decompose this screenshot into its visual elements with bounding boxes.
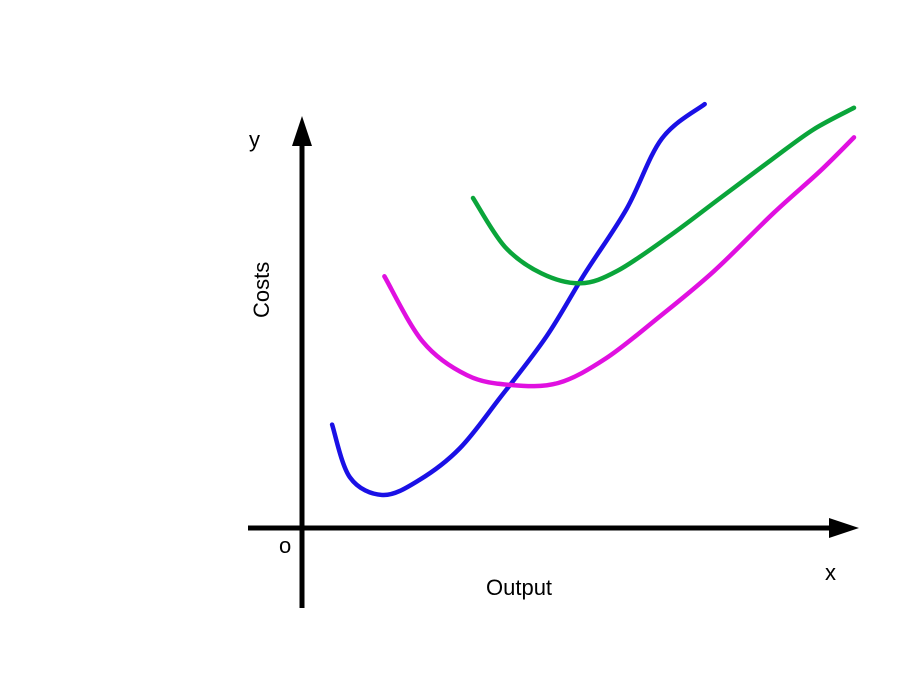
series-line-1 <box>329 101 707 498</box>
series-line-3 <box>470 105 857 286</box>
series-line-2 <box>382 135 857 389</box>
y-axis-title: Costs <box>249 262 274 318</box>
origin-label: o <box>279 533 291 558</box>
x-axis-letter: x <box>825 560 836 585</box>
x-axis-arrowhead <box>829 518 859 538</box>
y-axis-arrowhead <box>292 116 312 146</box>
y-axis-letter: y <box>249 127 260 152</box>
x-axis-title: Output <box>486 575 552 600</box>
